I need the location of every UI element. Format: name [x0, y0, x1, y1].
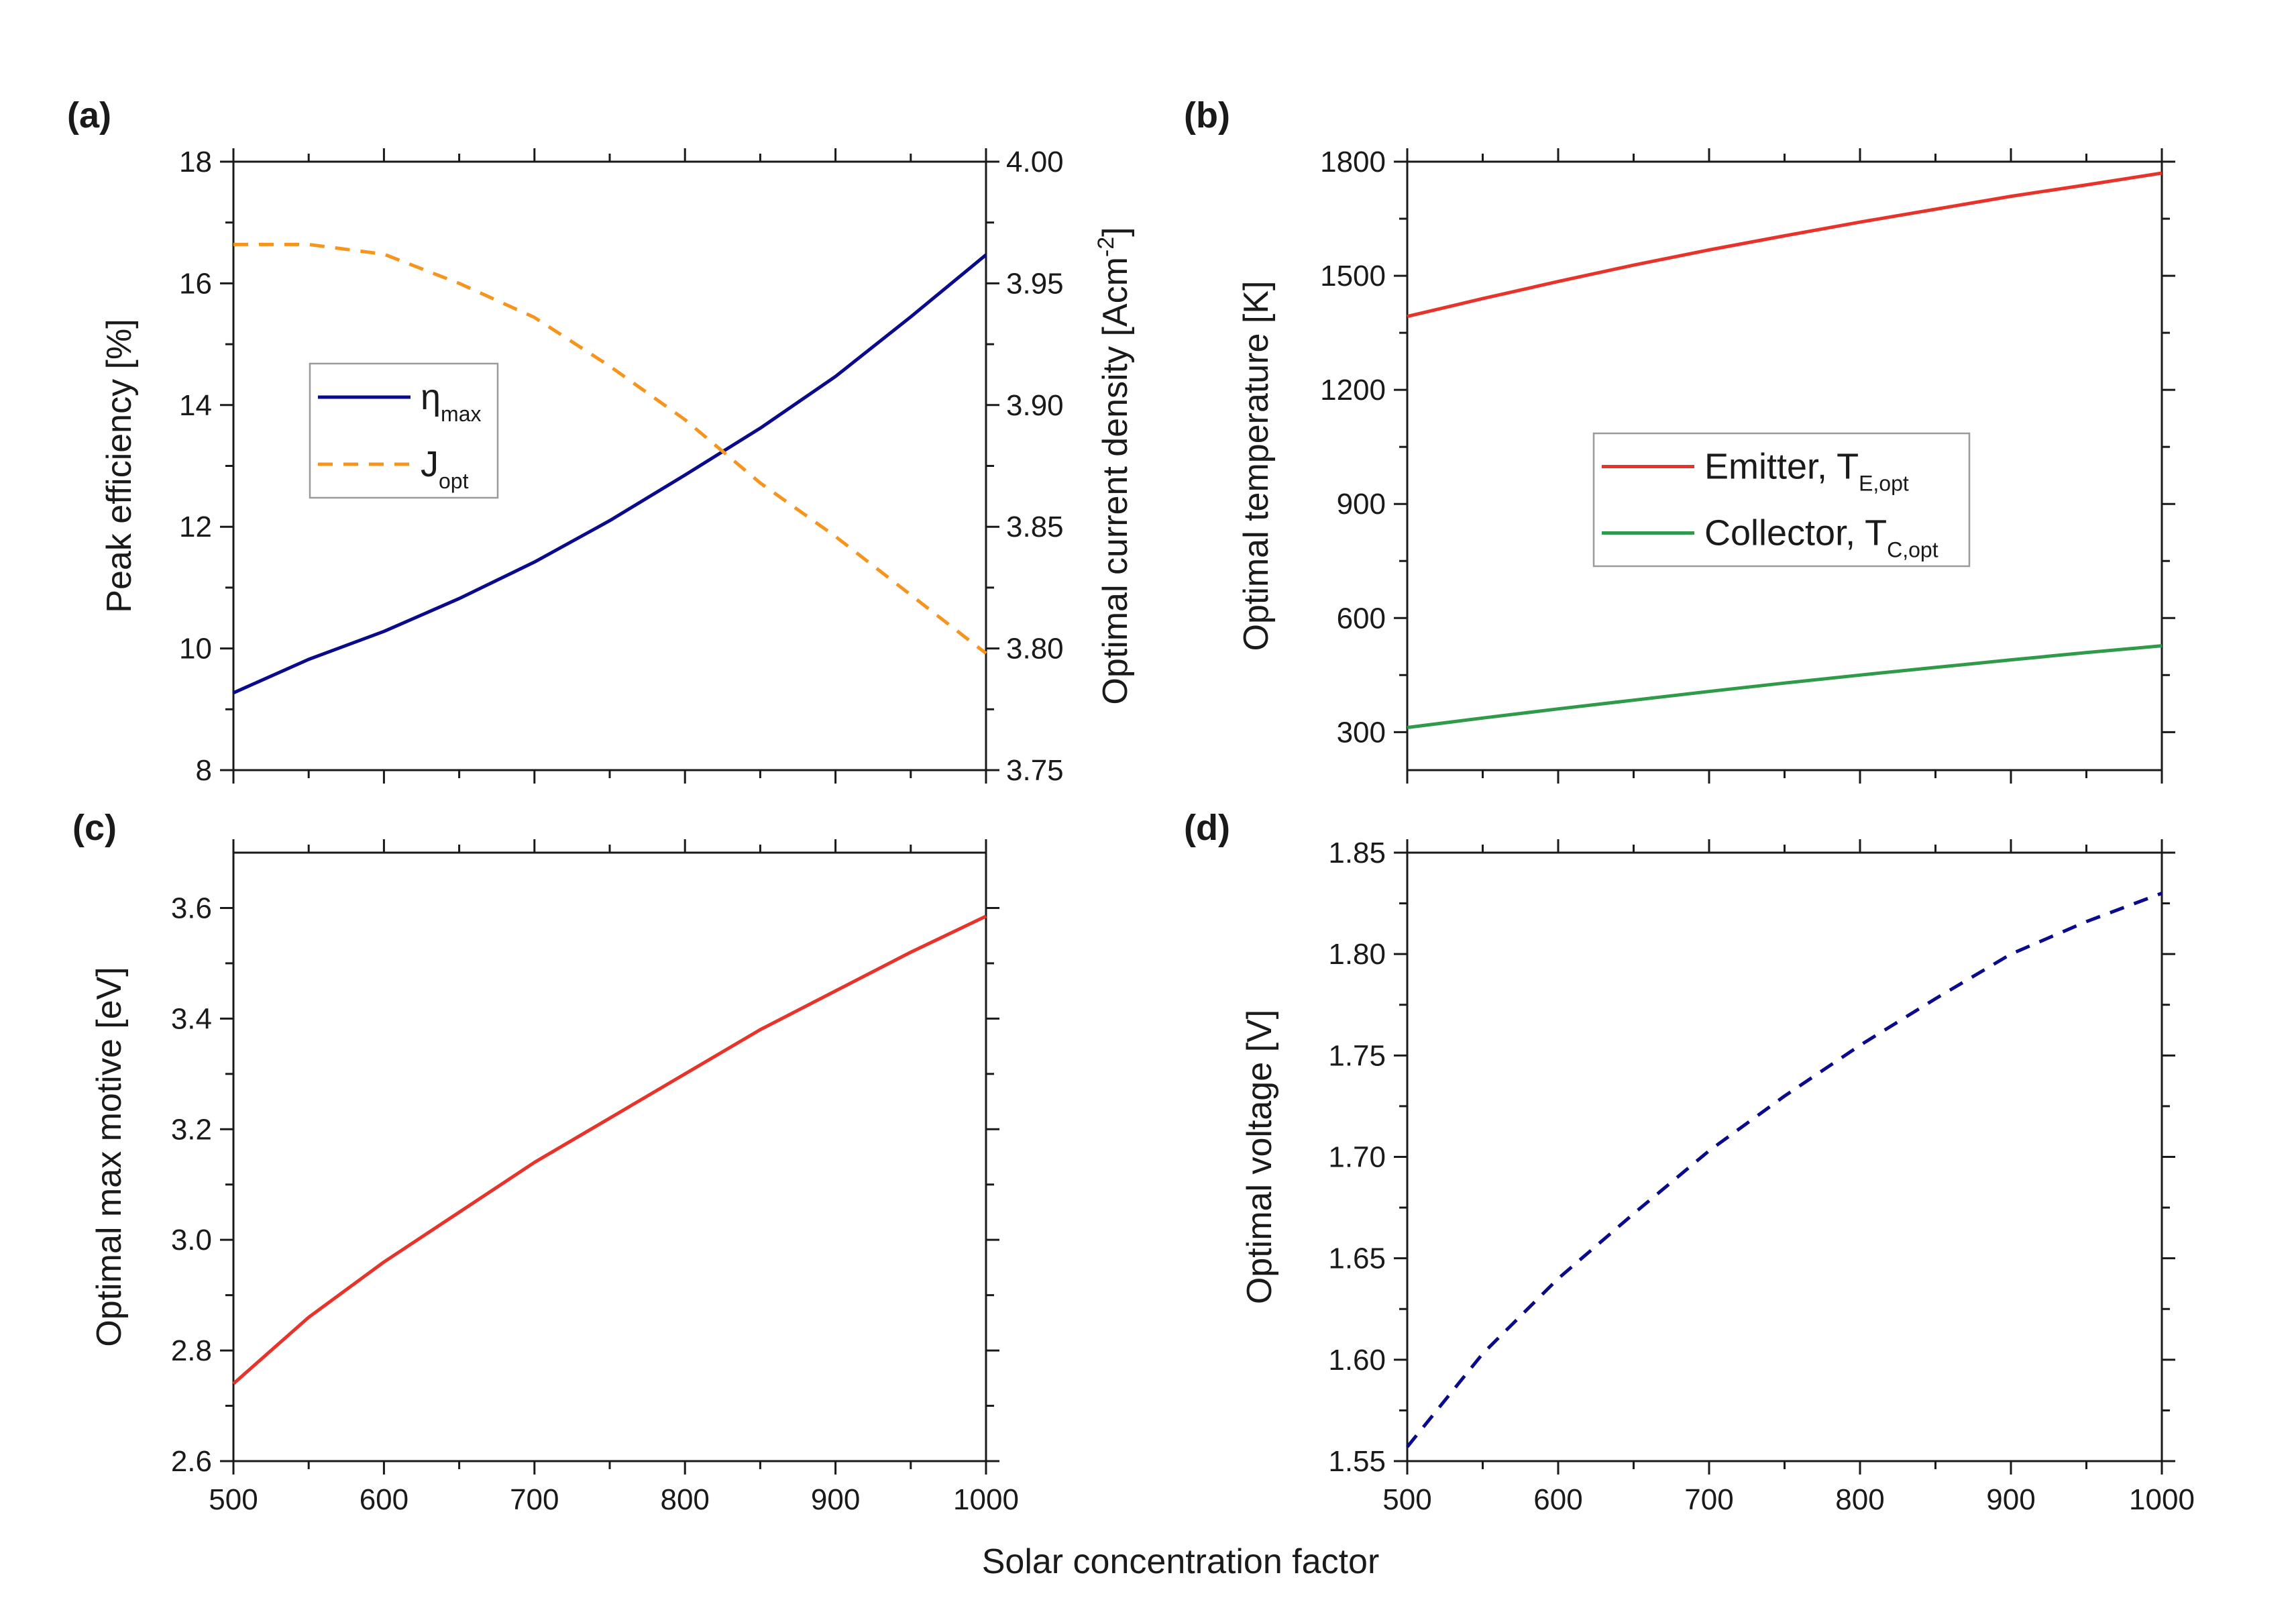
y-tick-label: 1.65 — [1328, 1242, 1386, 1275]
y-tick-label: 2.6 — [171, 1445, 212, 1478]
x-tick-label: 1000 — [2129, 1483, 2195, 1516]
y-tick-label: 1.80 — [1328, 938, 1386, 971]
y-tick-label: 10 — [179, 633, 212, 665]
y-tick-label: 18 — [179, 146, 212, 178]
y-tick-label: 1.70 — [1328, 1141, 1386, 1174]
shared-x-axis-label: Solar concentration factor — [982, 1542, 1380, 1581]
y-tick-label: 8 — [196, 754, 212, 787]
legend-label-Emitter: Emitter, TE,opt — [1704, 447, 1909, 496]
legend-label-main: Collector, T — [1704, 513, 1887, 553]
y2-tick-label: 3.85 — [1006, 511, 1064, 543]
y-axis-label: Optimal voltage [V] — [1240, 1010, 1279, 1304]
y-tick-label: 3.4 — [171, 1002, 212, 1035]
legend-label-J_opt: Jopt — [421, 444, 469, 493]
y-tick-label: 3.0 — [171, 1224, 212, 1257]
y-tick-label: 2.8 — [171, 1334, 212, 1367]
y-tick-label: 12 — [179, 511, 212, 543]
y2-label-main: Optimal current density [Acm — [1096, 257, 1135, 705]
legend-label-eta_max: ηmax — [421, 377, 482, 426]
y2-label-end: ] — [1096, 227, 1135, 236]
series-line-Collector — [1407, 644, 2163, 729]
y-tick-label: 3.6 — [171, 892, 212, 924]
y-tick-label: 900 — [1337, 488, 1386, 521]
legend-label-sub: max — [441, 402, 481, 426]
legend-label-main: η — [421, 377, 441, 417]
y-tick-label: 600 — [1337, 602, 1386, 635]
y-tick-label: 1.55 — [1328, 1445, 1386, 1478]
series-line-J_opt — [233, 242, 987, 655]
y-tick-label: 1800 — [1320, 146, 1386, 178]
y-tick-label: 1.75 — [1328, 1039, 1386, 1072]
panel-b: (b) 300 600 900 1200 1500 1800 Optimal temperat… — [1184, 95, 2175, 784]
legend-label-main: Emitter, T — [1704, 447, 1859, 487]
y-axis-label: Optimal temperature [K] — [1237, 281, 1276, 651]
x-tick-label: 600 — [360, 1483, 408, 1516]
panel-label: (c) — [72, 808, 117, 848]
y2-tick-label: 3.80 — [1006, 633, 1064, 665]
x-tick-label: 700 — [510, 1483, 559, 1516]
series-line-max_motive — [232, 914, 987, 1385]
x-tick-label: 800 — [660, 1483, 709, 1516]
x-tick-label: 800 — [1835, 1483, 1884, 1516]
plot-frame — [232, 851, 987, 1462]
x-tick-label: 500 — [209, 1483, 258, 1516]
y2-label-sup: -2 — [1093, 237, 1119, 257]
legend-frame — [309, 362, 499, 499]
y-tick-label: 16 — [179, 267, 212, 300]
legend-label-Collector: Collector, TC,opt — [1704, 513, 1938, 562]
panel-label: (a) — [67, 95, 111, 136]
x-tick-label: 700 — [1684, 1483, 1733, 1516]
y2-tick-label: 3.90 — [1006, 389, 1064, 422]
y2-axis-label: Optimal current density [Acm-2] — [1093, 227, 1135, 704]
x-tick-label: 900 — [811, 1483, 860, 1516]
x-tick-label: 500 — [1382, 1483, 1431, 1516]
x-tick-label: 900 — [1986, 1483, 2035, 1516]
series-line-eta_max — [232, 253, 987, 695]
y2-tick-label: 3.95 — [1006, 267, 1064, 300]
y-tick-label: 1500 — [1320, 260, 1386, 292]
y-tick-label: 1200 — [1320, 374, 1386, 407]
legend-label-main: J — [421, 444, 439, 484]
legend-label-sub: E,opt — [1859, 472, 1909, 496]
y-tick-label: 1.85 — [1328, 837, 1386, 869]
legend-label-sub: C,opt — [1887, 538, 1938, 562]
y-tick-label: 1.60 — [1328, 1344, 1386, 1377]
series-line-Emitter — [1407, 171, 2163, 319]
y2-tick-label: 3.75 — [1006, 754, 1064, 787]
legend-frame — [1592, 432, 1971, 568]
legend-label-sub: opt — [439, 469, 469, 493]
y-axis-label: Optimal max motive [eV] — [90, 967, 129, 1346]
panel-d: (d) 500 600 700 800 900 1000 1.55 1.60 1.65 1.70 1.… — [1184, 808, 2195, 1516]
y-tick-label: 3.2 — [171, 1113, 212, 1146]
y-axis-label: Peak efficiency [%] — [100, 319, 139, 612]
panel-label: (d) — [1184, 808, 1230, 848]
x-tick-label: 600 — [1533, 1483, 1582, 1516]
panel-a: (a) 8 10 12 14 16 18 Peak efficiency [%] 3.75 3.8… — [67, 95, 1135, 787]
y2-tick-label: 4.00 — [1006, 146, 1064, 178]
panel-label: (b) — [1184, 95, 1230, 136]
plot-frame — [1406, 851, 2163, 1462]
panel-c: (c) 500 600 700 800 900 1000 2.6 2.8 3.0 3.2 3.4 3.6… — [72, 808, 1019, 1516]
y-tick-label: 300 — [1337, 716, 1386, 749]
legend: Emitter, TE,opt Collector, TC,opt — [1592, 432, 1971, 568]
y-tick-label: 14 — [179, 389, 212, 422]
series-line-voltage — [1406, 892, 2163, 1448]
x-tick-label: 1000 — [953, 1483, 1019, 1516]
